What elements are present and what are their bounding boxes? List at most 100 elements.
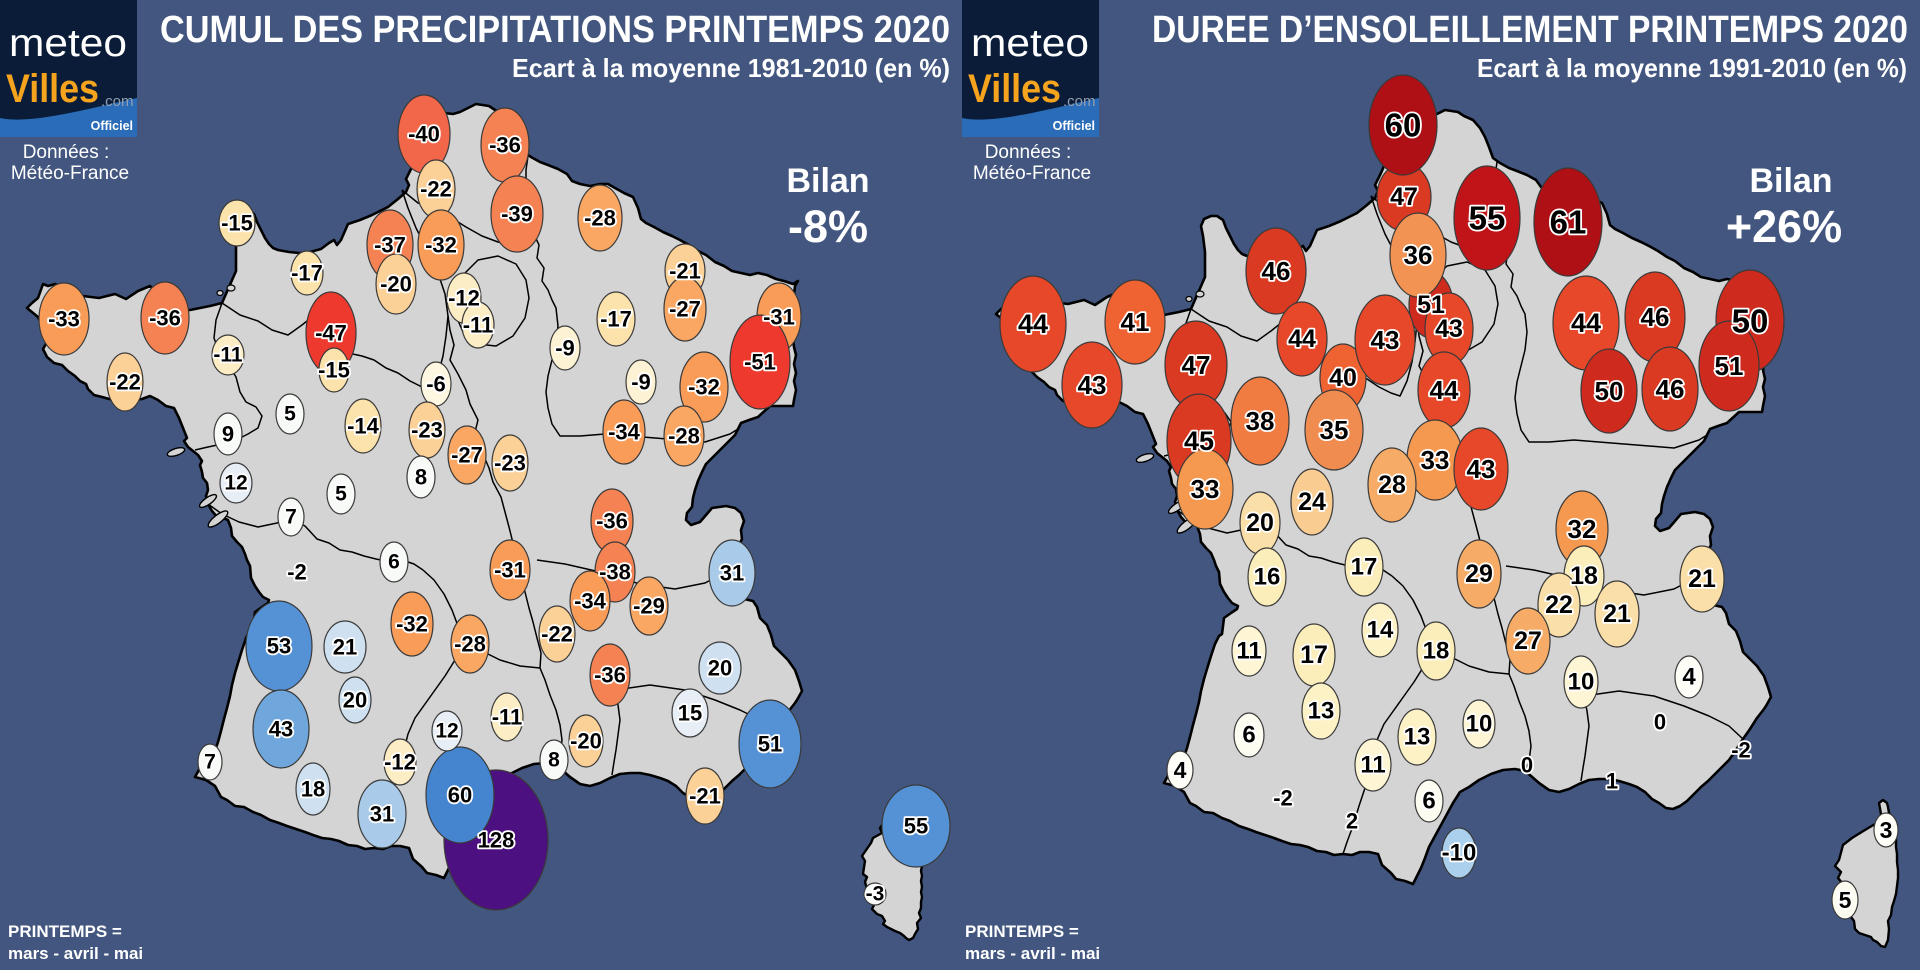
svg-text:6: 6 — [1242, 722, 1255, 749]
svg-text:-17: -17 — [291, 261, 323, 286]
svg-text:-32: -32 — [425, 233, 457, 258]
svg-text:60: 60 — [1385, 107, 1422, 144]
svg-text:13: 13 — [1308, 698, 1335, 725]
svg-text:-36: -36 — [149, 306, 181, 331]
svg-text:-2: -2 — [1731, 738, 1751, 763]
svg-text:-28: -28 — [584, 206, 616, 231]
svg-text:21: 21 — [1603, 600, 1631, 628]
svg-text:7: 7 — [285, 506, 297, 529]
svg-text:-9: -9 — [631, 370, 651, 395]
svg-text:5: 5 — [1839, 887, 1852, 913]
svg-text:12: 12 — [435, 720, 458, 743]
svg-text:4: 4 — [1174, 757, 1187, 783]
svg-text:38: 38 — [1246, 406, 1275, 436]
svg-text:44: 44 — [1571, 308, 1601, 338]
svg-text:10: 10 — [1466, 711, 1493, 738]
svg-text:Bilan: Bilan — [786, 162, 869, 200]
svg-text:-51: -51 — [744, 350, 776, 375]
svg-text:43: 43 — [269, 717, 293, 742]
svg-text:9: 9 — [222, 422, 234, 447]
svg-text:43: 43 — [1467, 454, 1496, 484]
svg-text:44: 44 — [1018, 309, 1048, 339]
svg-text:13: 13 — [1404, 724, 1431, 751]
svg-text:+26%: +26% — [1726, 201, 1842, 252]
svg-text:-9: -9 — [555, 336, 575, 361]
svg-text:-3: -3 — [866, 883, 885, 906]
svg-text:41: 41 — [1121, 307, 1150, 337]
svg-text:17: 17 — [1351, 554, 1378, 581]
svg-text:-11: -11 — [492, 705, 523, 730]
svg-text:46: 46 — [1656, 374, 1685, 404]
svg-text:11: 11 — [1360, 752, 1385, 779]
svg-text:16: 16 — [1254, 564, 1281, 591]
svg-text:PRINTEMPS =: PRINTEMPS = — [8, 922, 122, 941]
svg-text:6: 6 — [388, 551, 400, 574]
svg-text:4: 4 — [1682, 664, 1696, 691]
svg-text:-23: -23 — [494, 451, 526, 476]
svg-text:6: 6 — [1422, 788, 1435, 815]
svg-text:-21: -21 — [689, 784, 721, 809]
svg-text:-38: -38 — [599, 560, 631, 585]
svg-text:45: 45 — [1184, 426, 1214, 456]
svg-text:Bilan: Bilan — [1749, 162, 1832, 200]
svg-text:.com: .com — [1063, 93, 1096, 110]
svg-text:-22: -22 — [420, 177, 452, 202]
svg-text:2: 2 — [1346, 809, 1358, 834]
svg-text:20: 20 — [343, 688, 367, 713]
svg-text:Villes: Villes — [968, 67, 1061, 111]
svg-text:17: 17 — [1300, 641, 1328, 669]
svg-text:46: 46 — [1641, 302, 1670, 332]
svg-text:43: 43 — [1078, 370, 1107, 400]
svg-text:-15: -15 — [221, 211, 253, 236]
svg-text:18: 18 — [1570, 562, 1598, 590]
svg-text:-14: -14 — [347, 414, 380, 439]
svg-text:8: 8 — [415, 465, 427, 490]
svg-text:-2: -2 — [287, 560, 307, 585]
svg-text:-8%: -8% — [788, 201, 868, 252]
svg-text:44: 44 — [1288, 325, 1316, 353]
svg-text:61: 61 — [1550, 204, 1587, 241]
svg-text:-15: -15 — [318, 358, 350, 383]
svg-text:20: 20 — [1246, 509, 1274, 537]
svg-text:44: 44 — [1430, 375, 1459, 405]
svg-text:-29: -29 — [633, 594, 665, 619]
svg-text:PRINTEMPS =: PRINTEMPS = — [965, 922, 1079, 941]
svg-text:5: 5 — [284, 403, 296, 426]
svg-text:-34: -34 — [608, 420, 641, 445]
svg-text:28: 28 — [1378, 471, 1406, 499]
svg-text:-27: -27 — [669, 297, 701, 322]
svg-text:-39: -39 — [501, 202, 533, 227]
svg-text:DUREE D’ENSOLEILLEMENT PRINTEM: DUREE D’ENSOLEILLEMENT PRINTEMPS 2020 — [1152, 9, 1908, 51]
svg-text:-31: -31 — [763, 305, 795, 330]
svg-text:46: 46 — [1262, 256, 1291, 286]
svg-text:47: 47 — [1182, 350, 1211, 380]
svg-text:-6: -6 — [426, 372, 446, 397]
svg-text:-20: -20 — [570, 729, 602, 754]
svg-text:meteo: meteo — [9, 22, 127, 65]
svg-text:10: 10 — [1568, 669, 1595, 696]
svg-text:3: 3 — [1880, 817, 1893, 843]
svg-text:CUMUL DES PRECIPITATIONS PRINT: CUMUL DES PRECIPITATIONS PRINTEMPS 2020 — [160, 9, 950, 51]
svg-text:mars - avril - mai: mars - avril - mai — [965, 944, 1100, 963]
svg-text:.com: .com — [101, 93, 134, 110]
svg-text:43: 43 — [1371, 325, 1400, 355]
svg-text:33: 33 — [1421, 445, 1450, 475]
svg-text:-20: -20 — [380, 272, 412, 297]
svg-text:-22: -22 — [109, 370, 141, 395]
svg-text:24: 24 — [1298, 488, 1326, 516]
svg-text:-32: -32 — [688, 375, 720, 400]
svg-text:21: 21 — [1688, 565, 1716, 593]
svg-text:51: 51 — [1417, 291, 1445, 319]
svg-text:Météo-France: Météo-France — [973, 163, 1091, 184]
svg-text:-28: -28 — [454, 632, 486, 657]
svg-text:-37: -37 — [374, 233, 406, 258]
svg-text:-12: -12 — [384, 750, 416, 775]
svg-text:-31: -31 — [494, 558, 526, 583]
svg-text:29: 29 — [1465, 560, 1493, 588]
svg-text:Données :: Données : — [985, 142, 1072, 163]
svg-text:51: 51 — [758, 732, 782, 757]
svg-text:Météo-France: Météo-France — [11, 163, 129, 184]
svg-text:-11: -11 — [213, 344, 243, 367]
svg-text:36: 36 — [1404, 240, 1433, 270]
svg-text:-36: -36 — [489, 133, 521, 158]
